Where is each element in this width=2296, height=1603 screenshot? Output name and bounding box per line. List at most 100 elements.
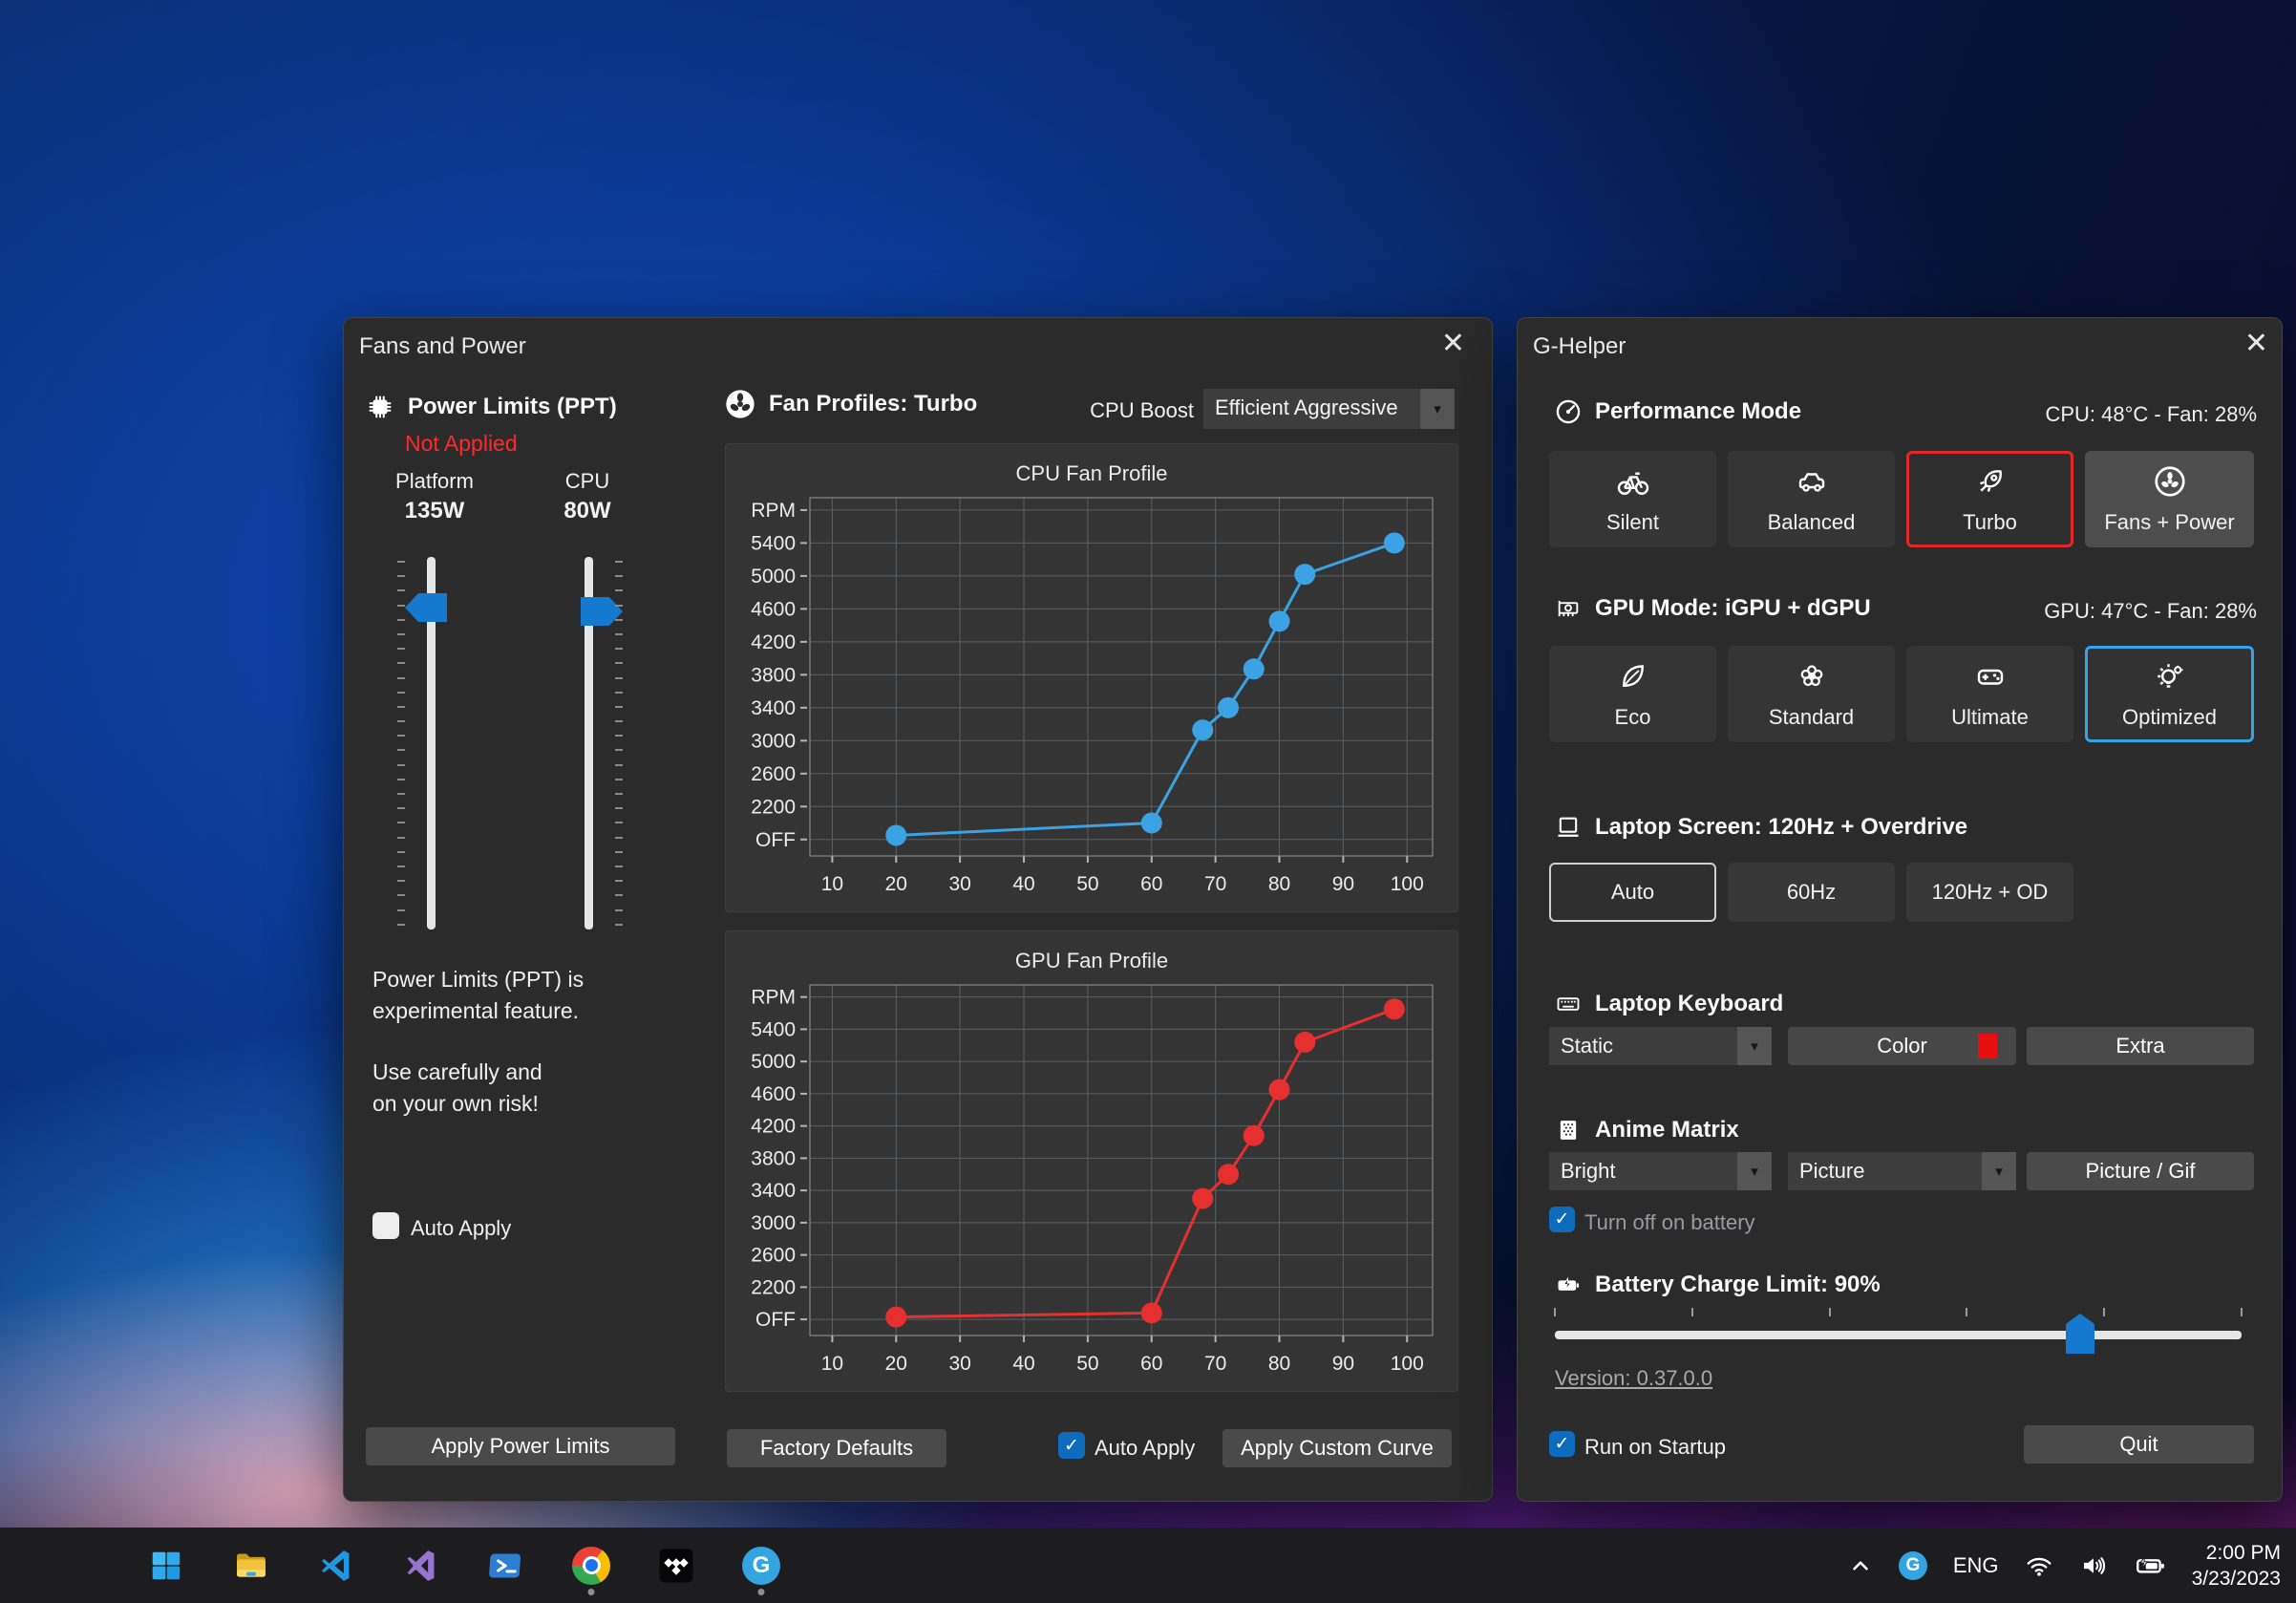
start-button[interactable] [145,1545,187,1587]
version-link[interactable]: Version: 0.37.0.0 [1555,1366,1713,1390]
screen-60hz-button[interactable]: 60Hz [1728,863,1895,922]
svg-text:3800: 3800 [751,664,796,686]
keyboard-color-swatch [1978,1034,1997,1058]
fan-curve-point[interactable] [1218,1164,1240,1186]
keyboard-color-button[interactable]: Color [1788,1027,2016,1065]
svg-text:70: 70 [1204,873,1226,895]
svg-text:10: 10 [821,873,843,895]
tidal-button[interactable] [655,1545,697,1587]
anime-battery-checkbox[interactable]: ✓ [1549,1207,1575,1232]
chevron-down-icon[interactable]: ▾ [1420,389,1455,429]
fan-curve-point[interactable] [1268,1079,1290,1101]
chevron-down-icon[interactable]: ▾ [1737,1152,1772,1190]
curve-auto-apply-checkbox[interactable]: ✓ [1058,1432,1085,1459]
chevron-up-icon[interactable] [1848,1553,1873,1578]
fan-curve-point[interactable] [1140,812,1162,834]
svg-text:60: 60 [1140,1353,1162,1375]
platform-slider-thumb[interactable] [405,593,447,622]
anime-mode-dropdown[interactable]: Picture ▾ [1788,1152,2016,1190]
ghelper-taskbar-button[interactable]: G [740,1545,782,1595]
svg-text:40: 40 [1012,1353,1034,1375]
gpu-mode-standard-button[interactable]: Standard [1728,646,1895,742]
fan-curve-point[interactable] [1243,658,1265,680]
power-limits-header: Power Limits (PPT) [366,393,617,421]
perf-mode-turbo-button[interactable]: Turbo [1906,451,2073,547]
ghelper-tray-icon[interactable]: G [1898,1550,1927,1580]
cpu-slider-track[interactable] [585,557,593,930]
close-icon[interactable]: ✕ [2243,328,2268,359]
svg-text:40: 40 [1012,873,1034,895]
keyboard-mode-dropdown[interactable]: Static ▾ [1549,1027,1772,1065]
anime-picture-gif-button[interactable]: Picture / Gif [2027,1152,2254,1190]
screen-auto-button[interactable]: Auto [1549,863,1716,922]
apply-power-limits-button[interactable]: Apply Power Limits [366,1427,675,1465]
keyboard-icon [1557,997,1580,1011]
battery-charging-icon[interactable] [2134,1550,2166,1582]
apply-custom-curve-button[interactable]: Apply Custom Curve [1222,1429,1452,1467]
fan-curve-point[interactable] [1243,1124,1265,1146]
factory-defaults-button[interactable]: Factory Defaults [727,1429,946,1467]
svg-text:2200: 2200 [751,796,796,818]
keyboard-extra-button[interactable]: Extra [2027,1027,2254,1065]
fan-curve-point[interactable] [1218,696,1240,718]
fan-curve-point[interactable] [1192,719,1214,741]
powershell-icon [489,1553,521,1577]
screen-120hz-od-button[interactable]: 120Hz + OD [1906,863,2073,922]
close-icon[interactable]: ✕ [1440,328,1465,359]
curve-auto-apply-label: Auto Apply [1095,1436,1196,1460]
laptop-screen-header: Laptop Screen: 120Hz + Overdrive [1555,814,1967,841]
file-explorer-button[interactable] [230,1545,272,1587]
taskbar: G G ENG [0,1528,2296,1603]
chevron-down-icon[interactable]: ▾ [1737,1027,1772,1065]
platform-slider-label: Platform 135W [368,469,501,524]
system-tray: G ENG 2:00 PM 3/23/2023 [1848,1528,2281,1603]
platform-slider-ticks [397,561,405,926]
fan-curve-point[interactable] [1294,564,1316,586]
visual-studio-button[interactable] [400,1545,442,1587]
gpu-mode-optimized-button[interactable]: Optimized [2085,646,2254,742]
fan-curve-point[interactable] [885,824,907,846]
fans-window-title: Fans and Power [359,333,526,359]
platform-slider-track[interactable] [427,557,436,930]
gpu-fan-profile-chart[interactable]: GPU Fan Profile 10 20 30 40 50 60 70 80 90 100 OFF 2… [725,930,1458,1392]
powershell-button[interactable] [485,1545,527,1587]
fan-curve-point[interactable] [1383,532,1405,554]
svg-text:4200: 4200 [751,631,796,653]
svg-text:30: 30 [948,873,970,895]
fan-curve-point[interactable] [885,1306,907,1328]
run-on-startup-label: Run on Startup [1584,1435,1726,1459]
chevron-down-icon[interactable]: ▾ [1982,1152,2016,1190]
vscode-icon [321,1550,350,1581]
quit-button[interactable]: Quit [2024,1425,2254,1464]
chip-icon [369,395,392,418]
chrome-button[interactable] [570,1545,612,1595]
svg-text:80: 80 [1268,1353,1290,1375]
clock[interactable]: 2:00 PM 3/23/2023 [2192,1540,2281,1592]
fan-curve-point[interactable] [1383,998,1405,1020]
speaker-icon[interactable] [2079,1551,2108,1580]
wifi-icon[interactable] [2025,1551,2053,1580]
fan-curve-point[interactable] [1268,610,1290,632]
gpu-mode-eco-button[interactable]: Eco [1549,646,1716,742]
vscode-button[interactable] [315,1545,357,1587]
fan-curve-point[interactable] [1140,1302,1162,1324]
run-on-startup-checkbox[interactable]: ✓ [1549,1431,1575,1457]
power-auto-apply-checkbox[interactable] [372,1212,399,1239]
perf-mode-fans-power-button[interactable]: Fans + Power [2085,451,2254,547]
chart-svg: GPU Fan Profile 10 20 30 40 50 60 70 80 90 100 OFF 2… [751,949,1434,1375]
language-indicator[interactable]: ENG [1952,1552,1999,1577]
anime-brightness-dropdown[interactable]: Bright ▾ [1549,1152,1772,1190]
perf-mode-balanced-button[interactable]: Balanced [1728,451,1895,547]
perf-mode-silent-button[interactable]: Silent [1549,451,1716,547]
fan-curve-point[interactable] [1192,1187,1214,1209]
svg-text:3000: 3000 [751,1212,796,1234]
fan-curve-point[interactable] [1294,1031,1316,1053]
cpu-fan-profile-chart[interactable]: CPU Fan Profile 10 20 30 40 50 60 70 80 90 100 OFF 2… [725,443,1458,912]
battery-slider-thumb[interactable] [2066,1314,2094,1354]
gamepad-icon [1977,669,2003,685]
cpu-boost-dropdown[interactable]: Efficient Aggressive ▾ [1203,389,1455,429]
gpu-mode-ultimate-button[interactable]: Ultimate [1906,646,2073,742]
power-auto-apply-label: Auto Apply [411,1216,512,1240]
battery-slider-track[interactable] [1555,1331,2242,1339]
svg-text:20: 20 [885,1353,907,1375]
